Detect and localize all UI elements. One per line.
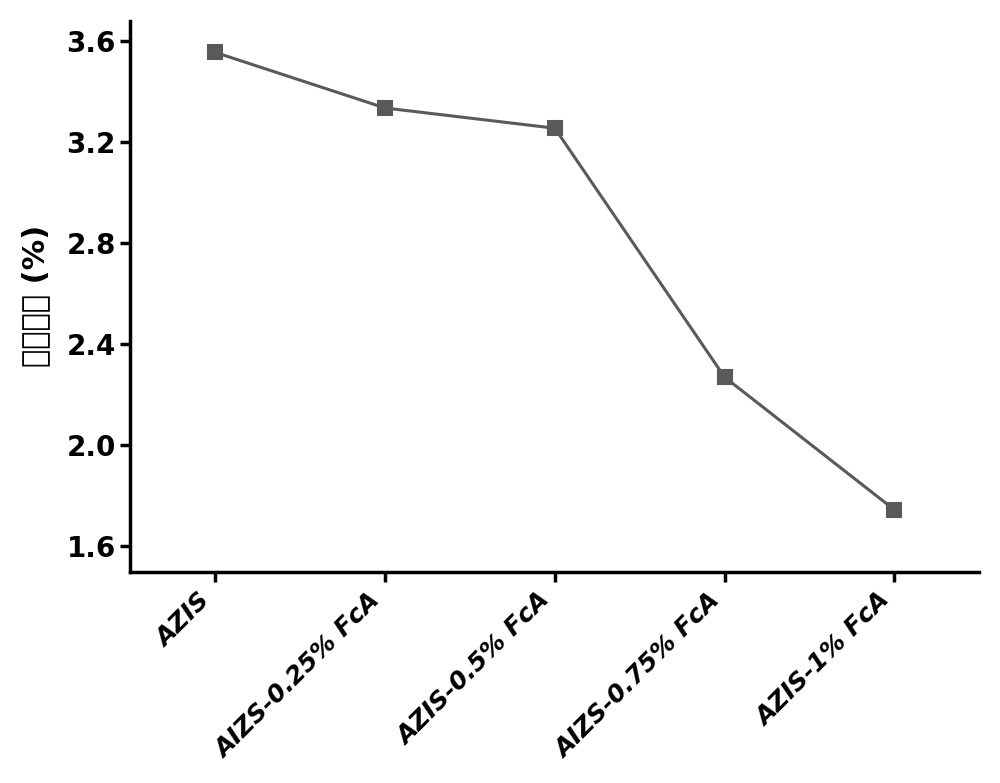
Y-axis label: 量子效率 (%): 量子效率 (%) (21, 225, 50, 367)
